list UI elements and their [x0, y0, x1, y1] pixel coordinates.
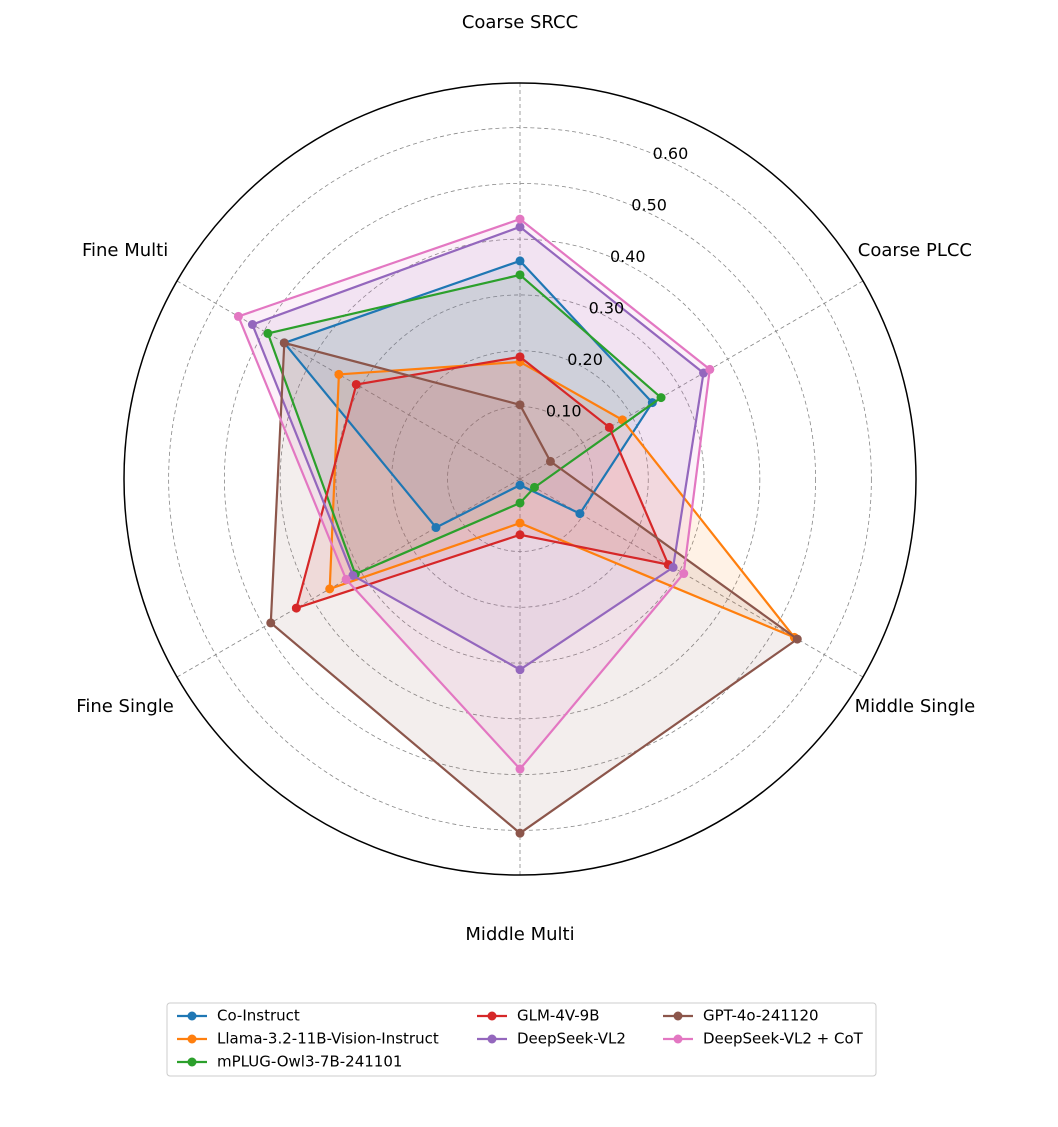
data-point	[431, 523, 441, 533]
r-tick-label: 0.10	[546, 402, 582, 421]
data-point	[348, 570, 358, 580]
data-point	[279, 338, 289, 348]
legend-label: DeepSeek-VL2	[517, 1030, 626, 1048]
data-point	[515, 214, 525, 224]
axis-label: Coarse SRCC	[462, 12, 578, 33]
data-point	[515, 480, 525, 490]
data-point	[792, 634, 802, 644]
legend: Co-Instruct Llama-3.2-11B-Vision-Instruct…	[166, 1002, 877, 1077]
data-point	[351, 379, 361, 389]
data-point	[515, 665, 525, 675]
r-tick-label: 0.50	[631, 195, 667, 214]
data-point	[515, 270, 525, 280]
legend-label: Llama-3.2-11B-Vision-Instruct	[217, 1030, 439, 1048]
data-point	[515, 222, 525, 232]
data-point	[263, 328, 273, 338]
legend-label: DeepSeek-VL2 + CoT	[703, 1030, 864, 1048]
data-point	[668, 562, 678, 572]
data-point	[515, 400, 525, 410]
data-point	[341, 574, 351, 584]
spoke	[176, 280, 521, 480]
legend-label: GLM-4V-9B	[517, 1007, 600, 1025]
data-point	[515, 498, 525, 508]
series-area	[284, 260, 653, 528]
legend-marker	[487, 1011, 497, 1021]
legend-box	[166, 1002, 877, 1077]
legend-marker	[187, 1011, 197, 1021]
data-point	[679, 569, 689, 579]
data-point	[325, 584, 335, 594]
axis-label: Fine Multi	[82, 240, 168, 261]
data-point	[233, 311, 243, 321]
r-tick-label: 0.40	[610, 247, 646, 266]
legend-marker	[487, 1034, 497, 1044]
data-point	[604, 422, 614, 432]
axis-label: Middle Single	[855, 696, 976, 717]
series-area	[329, 361, 795, 638]
series-area	[238, 219, 710, 770]
data-point	[515, 518, 525, 528]
grid	[123, 82, 917, 876]
data-point	[515, 256, 525, 266]
legend-label: mPLUG-Owl3-7B-241101	[217, 1053, 402, 1071]
data-point	[515, 828, 525, 838]
series-area	[267, 274, 661, 575]
data-point	[247, 320, 257, 330]
labels: 0.10 0.20 0.30 0.40 0.50 0.60 Coarse SRCC Coars…	[76, 12, 975, 945]
legend-marker	[187, 1034, 197, 1044]
legend-marker	[673, 1034, 683, 1044]
data-point	[291, 603, 301, 613]
data-point	[334, 369, 344, 379]
legend-marker	[187, 1057, 197, 1067]
data-point	[515, 352, 525, 362]
axis-label: Fine Single	[76, 696, 174, 717]
spoke	[519, 280, 864, 480]
legend-marker	[673, 1011, 683, 1021]
r-tick-label: 0.30	[589, 298, 625, 317]
legend-label: Co-Instruct	[217, 1007, 300, 1025]
data-point	[529, 482, 539, 492]
axis-label: Coarse PLCC	[858, 240, 972, 261]
data-point	[515, 530, 525, 540]
r-tick-label: 0.60	[653, 144, 689, 163]
series-area	[270, 342, 798, 834]
outer-circle	[123, 82, 917, 876]
legend-label: GPT-4o-241120	[703, 1007, 819, 1025]
data-point	[266, 618, 276, 628]
axis-label: Middle Multi	[465, 924, 574, 945]
data-point	[515, 764, 525, 774]
data-point	[545, 456, 555, 466]
r-tick-label: 0.20	[567, 350, 603, 369]
data-point	[656, 393, 666, 403]
data-point	[575, 509, 585, 519]
data-point	[705, 364, 715, 374]
marks	[233, 214, 802, 838]
